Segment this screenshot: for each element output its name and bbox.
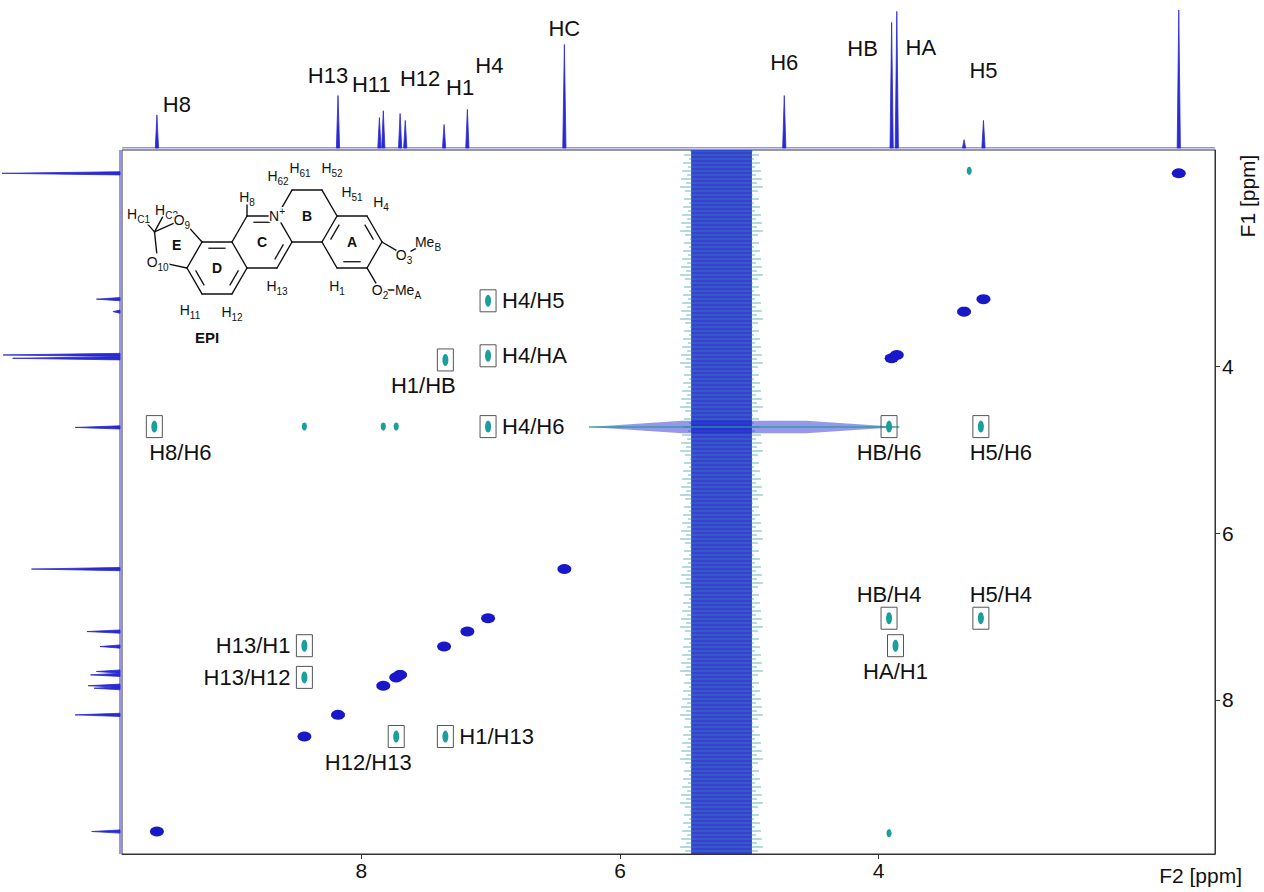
svg-text:H13/H12: H13/H12 — [204, 665, 291, 690]
svg-text:HB/H6: HB/H6 — [857, 440, 922, 465]
svg-text:D: D — [212, 260, 222, 276]
svg-text:H5/H6: H5/H6 — [970, 440, 1032, 465]
svg-text:N+: N+ — [269, 206, 285, 224]
svg-text:C: C — [257, 234, 267, 250]
svg-text:H12/H13: H12/H13 — [325, 750, 412, 775]
svg-text:MeB: MeB — [415, 234, 441, 253]
svg-text:H13: H13 — [266, 278, 288, 297]
svg-text:H8: H8 — [163, 92, 191, 117]
svg-text:H1: H1 — [329, 278, 345, 297]
svg-text:HC: HC — [548, 16, 580, 41]
svg-text:H5/H4: H5/H4 — [970, 582, 1032, 607]
svg-text:H13: H13 — [308, 63, 348, 88]
svg-text:HA: HA — [906, 35, 937, 60]
svg-text:HB/H4: HB/H4 — [857, 582, 922, 607]
svg-text:MeA: MeA — [395, 282, 421, 301]
svg-text:HB: HB — [847, 36, 878, 61]
svg-text:H62: H62 — [267, 168, 289, 187]
svg-text:H12: H12 — [221, 304, 243, 323]
svg-text:H8: H8 — [239, 189, 255, 208]
svg-text:6: 6 — [614, 859, 626, 882]
svg-text:H4/H5: H4/H5 — [502, 288, 564, 313]
svg-text:F2 [ppm]: F2 [ppm] — [1159, 864, 1242, 887]
svg-text:O9: O9 — [174, 212, 191, 231]
svg-text:HC1: HC1 — [127, 206, 150, 225]
svg-text:4: 4 — [1222, 355, 1234, 378]
svg-text:HA/H1: HA/H1 — [863, 659, 928, 684]
svg-text:H1/HB: H1/HB — [391, 373, 456, 398]
svg-text:H11: H11 — [180, 302, 201, 321]
svg-text:H4/H6: H4/H6 — [502, 414, 564, 439]
svg-text:H51: H51 — [341, 184, 363, 203]
svg-text:E: E — [172, 237, 181, 253]
svg-text:H12: H12 — [400, 66, 440, 91]
svg-text:6: 6 — [1222, 522, 1234, 545]
svg-text:H4/HA: H4/HA — [502, 343, 567, 368]
svg-text:H52: H52 — [321, 160, 343, 179]
svg-text:H4: H4 — [475, 53, 503, 78]
svg-text:A: A — [347, 234, 357, 250]
svg-text:H4: H4 — [373, 194, 389, 213]
svg-text:EPI: EPI — [195, 329, 219, 346]
svg-text:B: B — [302, 208, 312, 224]
svg-text:H1: H1 — [446, 75, 474, 100]
svg-text:8: 8 — [1222, 688, 1234, 711]
svg-text:H6: H6 — [770, 50, 798, 75]
svg-text:H1/H13: H1/H13 — [459, 724, 534, 749]
svg-text:H5: H5 — [969, 58, 997, 83]
svg-text:8: 8 — [355, 859, 367, 882]
svg-text:O2: O2 — [372, 282, 389, 301]
svg-text:O10: O10 — [147, 254, 169, 273]
svg-text:H13/H1: H13/H1 — [216, 633, 291, 658]
svg-text:F1 [ppm]: F1 [ppm] — [1236, 155, 1259, 238]
svg-text:HC2: HC2 — [155, 202, 178, 221]
svg-text:H61: H61 — [289, 160, 311, 179]
svg-text:O3: O3 — [396, 247, 413, 266]
svg-text:H11: H11 — [352, 72, 391, 97]
svg-text:H8/H6: H8/H6 — [149, 440, 211, 465]
svg-text:4: 4 — [873, 859, 885, 882]
